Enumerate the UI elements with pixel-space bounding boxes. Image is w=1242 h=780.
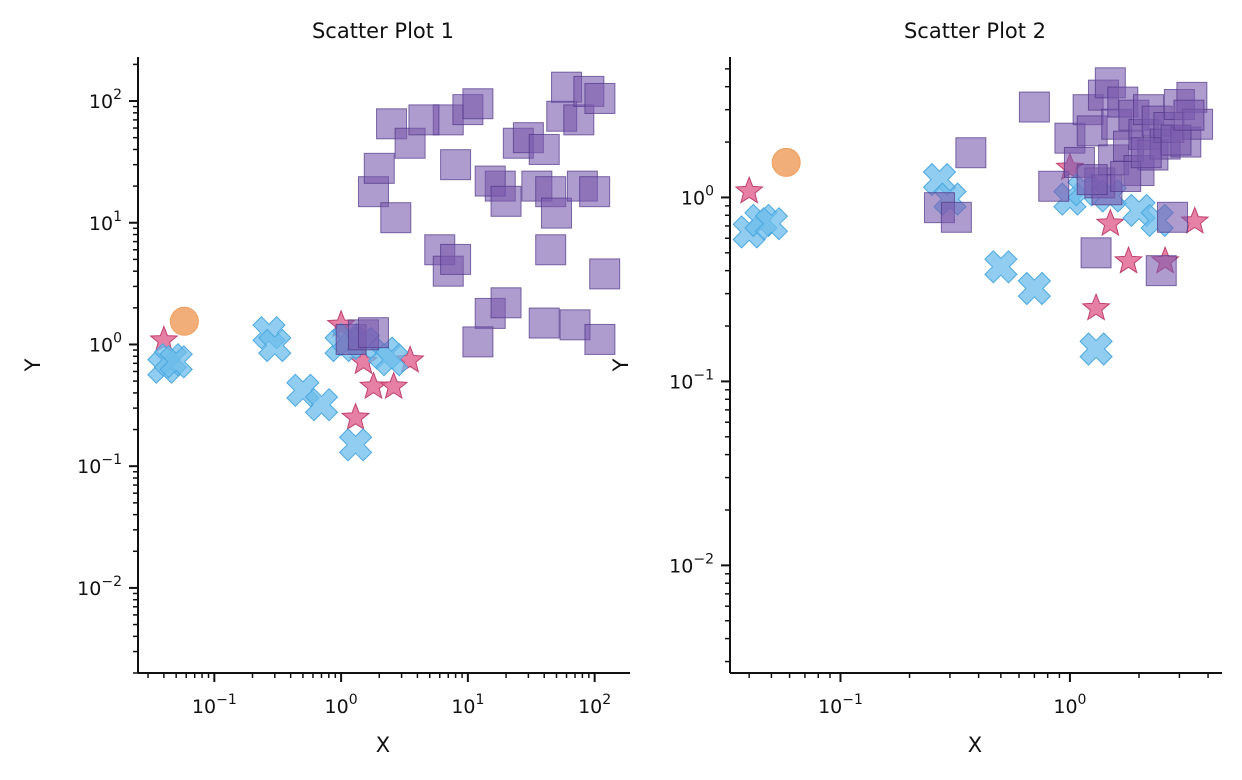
star-point (1095, 208, 1125, 237)
y-tick-label: 100 (89, 330, 122, 356)
x-tick-label: 100 (325, 692, 358, 718)
star-point (1081, 292, 1111, 321)
x-point (304, 387, 339, 422)
square-point (462, 326, 494, 358)
y-axis-label: Y (609, 358, 633, 372)
square-point (955, 137, 987, 169)
x-point (159, 345, 193, 379)
star-point (358, 371, 389, 400)
axes: 10−1 100 10−2 10−1 100 (669, 57, 1222, 718)
plot-area (147, 71, 621, 462)
x-point (338, 428, 373, 462)
star-point (340, 402, 371, 431)
x-tick-label: 100 (1053, 692, 1086, 718)
square-point (490, 287, 522, 319)
y-tick-label: 100 (681, 183, 714, 209)
circle-point (169, 306, 199, 336)
scatter-plot-1: Scatter Plot 1 10−1 100 101 10210−210−11001… (21, 19, 630, 757)
square-point (1080, 237, 1112, 269)
plot-area (732, 67, 1214, 366)
square-point (440, 149, 472, 181)
scatter-plot-2: Scatter Plot 2 10−1 100 10−2 10−1 100 X Y (609, 19, 1222, 757)
square-point (1076, 164, 1108, 196)
square-point (490, 185, 522, 217)
y-tick-label: 10−2 (77, 574, 122, 600)
x-point (374, 342, 409, 377)
square-point (1173, 99, 1205, 131)
x-point (754, 206, 789, 241)
square-point (540, 197, 572, 229)
y-tick-label: 10−2 (669, 551, 714, 577)
chart-title: Scatter Plot 2 (904, 19, 1046, 43)
x-tick-label: 10−1 (818, 692, 863, 718)
square-point (584, 82, 616, 114)
square-point (1018, 91, 1050, 123)
square-point (1145, 255, 1177, 287)
square-point (584, 323, 616, 355)
x-point (1079, 332, 1113, 366)
y-tick-label: 10−1 (77, 452, 122, 478)
chart-title: Scatter Plot 1 (312, 19, 454, 43)
x-point (1017, 271, 1052, 306)
y-tick-label: 102 (89, 87, 122, 113)
square-point (579, 176, 611, 208)
square-point (408, 104, 440, 136)
square-point (440, 243, 472, 275)
square-point (462, 88, 494, 120)
square-point (380, 202, 412, 234)
star-point (1113, 245, 1144, 274)
star-point (379, 371, 409, 400)
y-axis-label: Y (21, 358, 45, 372)
y-tick-label: 101 (89, 209, 122, 235)
circle-point (771, 147, 801, 177)
square-point (474, 165, 506, 197)
square-point (1038, 170, 1070, 202)
x-point (258, 328, 292, 363)
square-point (528, 133, 560, 165)
square-point (528, 307, 560, 339)
square-point (940, 201, 972, 233)
square-point (363, 152, 395, 184)
square-point (535, 234, 567, 266)
x-tick-label: 101 (451, 692, 484, 718)
square-point (589, 258, 621, 290)
star-point (734, 175, 764, 204)
y-tick-label: 10−1 (669, 367, 714, 393)
x-tick-label: 10−1 (192, 692, 237, 718)
square-point (357, 317, 389, 349)
x-point (984, 250, 1018, 284)
square-point (1157, 201, 1189, 233)
square-point (1130, 137, 1162, 169)
x-tick-label: 102 (578, 692, 611, 718)
x-axis-label: X (968, 733, 982, 757)
x-axis-label: X (376, 733, 390, 757)
axes: 10−1 100 101 102 10−2 10−1 100 101 102 (77, 57, 630, 718)
